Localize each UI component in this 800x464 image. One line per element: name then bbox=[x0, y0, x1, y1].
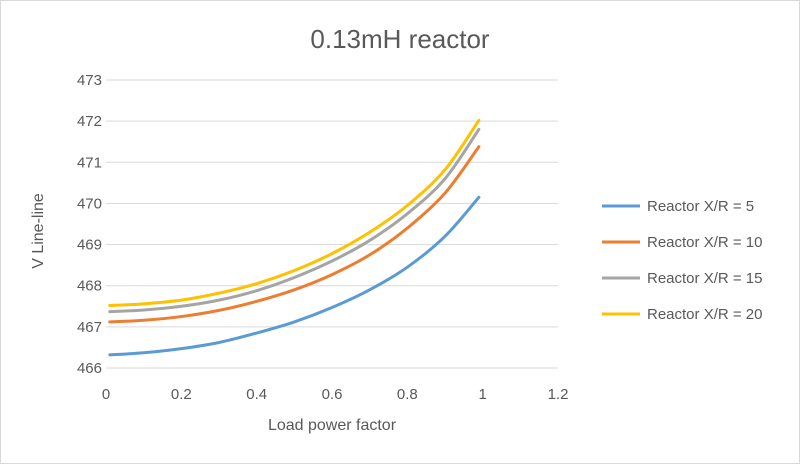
x-tick-label: 0.2 bbox=[171, 386, 192, 403]
x-tick-label: 0.4 bbox=[246, 386, 267, 403]
chart-title: 0.13mH reactor bbox=[310, 24, 490, 54]
y-tick-label: 473 bbox=[77, 72, 102, 89]
y-tick-label: 468 bbox=[77, 278, 102, 295]
series-line-xr-5 bbox=[108, 195, 481, 357]
x-axis-label: Load power factor bbox=[268, 417, 397, 434]
legend-item: Reactor X/R = 15 bbox=[602, 270, 762, 287]
legend-label: Reactor X/R = 15 bbox=[647, 270, 762, 287]
x-tick-label: 1 bbox=[478, 386, 486, 403]
x-tick-label: 1.2 bbox=[548, 386, 569, 403]
y-tick-label: 471 bbox=[77, 154, 102, 171]
series-lines bbox=[108, 118, 481, 357]
legend: Reactor X/R = 5 Reactor X/R = 10 Reactor X… bbox=[602, 198, 762, 323]
legend-item: Reactor X/R = 5 bbox=[602, 198, 754, 215]
x-axis-ticks: 0 0.2 0.4 0.6 0.8 1 1.2 bbox=[102, 386, 569, 403]
x-tick-label: 0 bbox=[102, 386, 110, 403]
x-tick-label: 0.8 bbox=[397, 386, 418, 403]
y-tick-label: 469 bbox=[77, 237, 102, 254]
legend-label: Reactor X/R = 5 bbox=[647, 198, 754, 215]
series-line-xr-15 bbox=[108, 127, 481, 314]
legend-label: Reactor X/R = 10 bbox=[647, 234, 762, 251]
series-line-xr-20 bbox=[108, 118, 481, 307]
series-line-xr-10 bbox=[108, 145, 481, 324]
legend-item: Reactor X/R = 20 bbox=[602, 306, 762, 323]
x-tick-label: 0.6 bbox=[322, 386, 343, 403]
y-axis-ticks: 466 467 468 469 470 471 472 473 bbox=[77, 72, 102, 377]
legend-item: Reactor X/R = 10 bbox=[602, 234, 762, 251]
y-tick-label: 472 bbox=[77, 113, 102, 130]
y-tick-label: 467 bbox=[77, 319, 102, 336]
legend-label: Reactor X/R = 20 bbox=[647, 306, 762, 323]
y-axis-label: V Line-line bbox=[30, 193, 47, 269]
gridlines bbox=[106, 79, 558, 328]
y-tick-label: 466 bbox=[77, 360, 102, 377]
y-tick-label: 470 bbox=[77, 195, 102, 212]
